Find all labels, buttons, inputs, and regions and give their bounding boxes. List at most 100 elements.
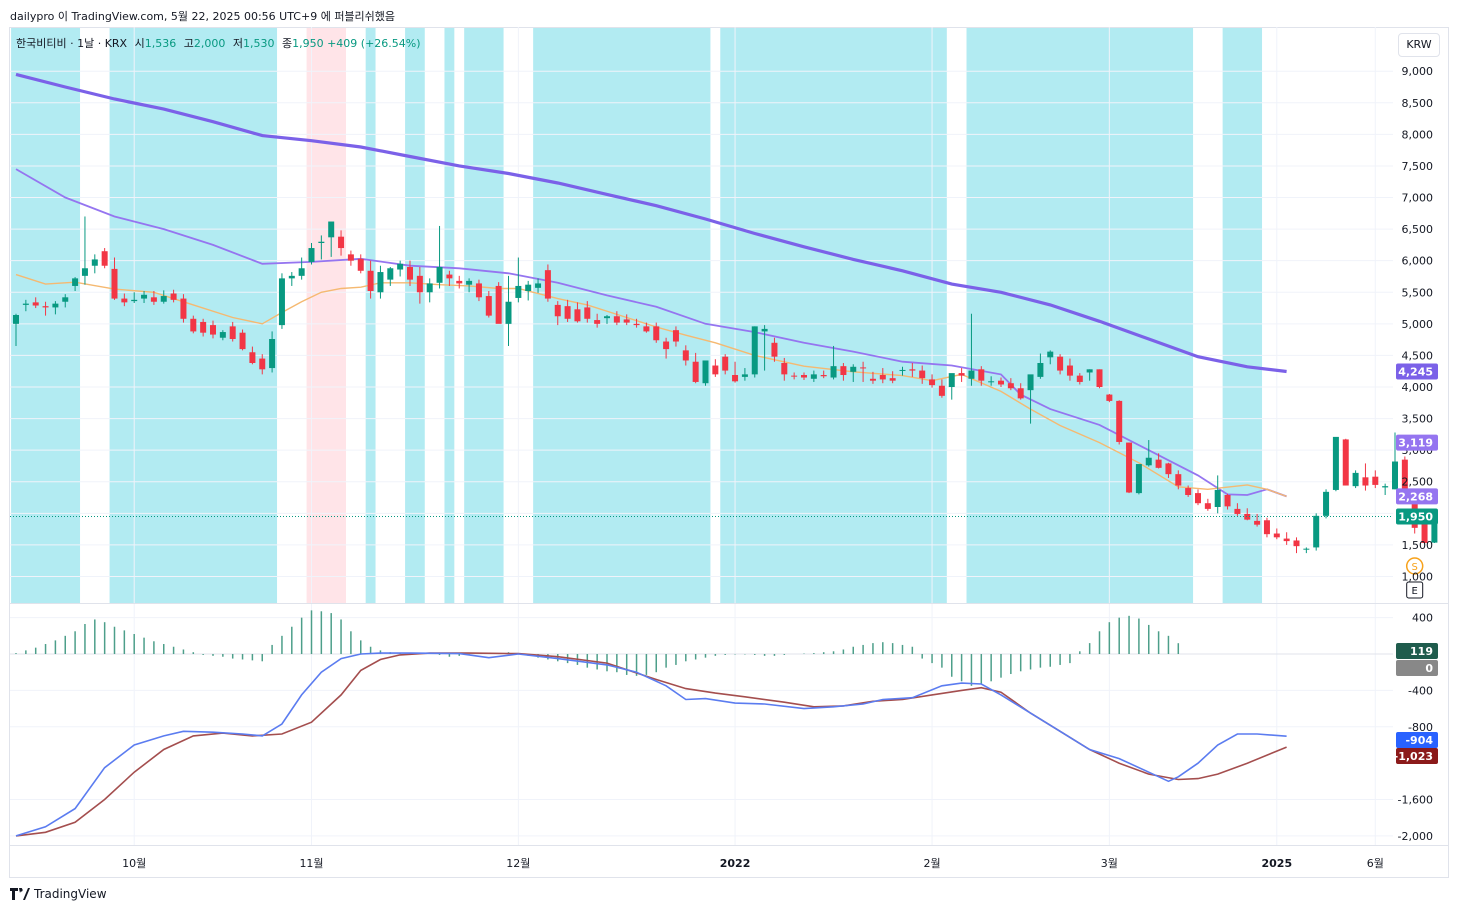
candle-body bbox=[741, 374, 748, 377]
candle-body bbox=[1254, 520, 1261, 525]
candle-body bbox=[1175, 474, 1182, 486]
candle-body bbox=[1165, 463, 1172, 475]
candle-body bbox=[682, 350, 689, 361]
candle-body bbox=[1106, 394, 1113, 401]
candle-body bbox=[229, 326, 236, 339]
low-value: 1,530 bbox=[242, 37, 275, 50]
candle-body bbox=[1273, 533, 1280, 538]
candle-body bbox=[308, 248, 315, 262]
candle-body bbox=[13, 315, 19, 324]
background-band bbox=[365, 28, 376, 603]
candle-body bbox=[1195, 493, 1201, 504]
candle-body bbox=[397, 263, 404, 270]
candle-body bbox=[131, 299, 138, 302]
macd-tick-label: -1,600 bbox=[1398, 794, 1433, 807]
time-tick-label: 12월 bbox=[506, 857, 530, 870]
candle-body bbox=[1027, 374, 1034, 391]
tradingview-logo-icon bbox=[10, 888, 30, 900]
price-tick-label: 4,000 bbox=[1402, 381, 1434, 394]
candle-body bbox=[732, 375, 739, 382]
candle-body bbox=[623, 319, 630, 323]
candle-body bbox=[367, 270, 374, 291]
candle-body bbox=[722, 356, 729, 371]
footer-brand[interactable]: TradingView bbox=[34, 887, 107, 901]
ma-long-badge: 4,245 bbox=[1398, 366, 1433, 379]
candle-body bbox=[485, 296, 492, 316]
chart-frame bbox=[9, 27, 1449, 878]
candle-body bbox=[1401, 459, 1408, 491]
candle-body bbox=[604, 316, 610, 319]
candle-body bbox=[554, 304, 561, 317]
candle-body bbox=[938, 385, 945, 396]
price-tick-label: 7,000 bbox=[1402, 192, 1434, 205]
candle-body bbox=[210, 325, 216, 335]
candle-body bbox=[1135, 464, 1142, 494]
candle-body bbox=[446, 274, 453, 279]
candle-body bbox=[692, 361, 699, 382]
close-value: 1,950 bbox=[292, 37, 324, 50]
time-tick-label: 2025 bbox=[1261, 857, 1292, 870]
candle-body bbox=[278, 278, 285, 326]
candle-body bbox=[1185, 488, 1192, 495]
candle-body bbox=[22, 303, 29, 305]
macd-hist-badge: 119 bbox=[1410, 645, 1433, 658]
candle-body bbox=[180, 298, 187, 319]
candle-body bbox=[712, 365, 719, 375]
currency-button[interactable]: KRW bbox=[1398, 33, 1440, 57]
low-label: 저 bbox=[232, 37, 243, 50]
macd-tick-label: -2,000 bbox=[1398, 830, 1433, 843]
macd-zero-badge: 0 bbox=[1425, 662, 1433, 675]
candle-body bbox=[840, 366, 847, 375]
time-tick-label: 11월 bbox=[299, 857, 323, 870]
candle-body bbox=[32, 302, 39, 306]
candle-body bbox=[879, 375, 886, 380]
candle-body bbox=[377, 272, 384, 293]
candle-body bbox=[653, 326, 660, 341]
background-bands bbox=[11, 28, 1263, 603]
candle-body bbox=[909, 369, 916, 371]
candle-body bbox=[170, 293, 177, 300]
symbol-legend: 한국비티비 · 1날 · KRX 시1,536 고2,000 저1,530 종1… bbox=[16, 35, 421, 51]
candle-body bbox=[269, 339, 276, 369]
open-value: 1,536 bbox=[144, 37, 177, 50]
candle-body bbox=[1204, 503, 1211, 509]
time-tick-label: 6월 bbox=[1367, 857, 1384, 870]
candle-body bbox=[101, 251, 108, 266]
candle-body bbox=[1342, 439, 1349, 486]
last-price-badge-bg bbox=[1396, 508, 1438, 525]
macd-histogram bbox=[15, 610, 1180, 686]
candle-body bbox=[190, 318, 197, 332]
time-tick-label: 2월 bbox=[923, 857, 940, 870]
candle-body bbox=[150, 297, 157, 302]
candle-body bbox=[820, 375, 827, 377]
candle-body bbox=[1293, 540, 1300, 547]
candle-body bbox=[1263, 520, 1270, 535]
candle-body bbox=[1096, 369, 1103, 387]
ma_long-line bbox=[15, 72, 1287, 374]
open-label: 시 bbox=[134, 37, 145, 50]
candle-body bbox=[810, 374, 817, 379]
ma-short-badge: 2,268 bbox=[1398, 490, 1433, 503]
price-tick-label: 5,500 bbox=[1402, 286, 1434, 299]
candle-body bbox=[1037, 363, 1044, 377]
candle-body bbox=[1392, 461, 1398, 490]
candle-body bbox=[259, 358, 266, 370]
candle-body bbox=[1352, 472, 1359, 487]
candle-body bbox=[958, 373, 965, 376]
candle-body bbox=[988, 381, 995, 383]
candle-body bbox=[505, 301, 512, 324]
candle-body bbox=[121, 298, 128, 303]
candle-body bbox=[899, 369, 906, 371]
ma-mid-badge-bg bbox=[1396, 434, 1438, 451]
high-label: 고 bbox=[183, 37, 194, 50]
macd-line bbox=[15, 652, 1287, 837]
symbol-name[interactable]: 한국비티비 · 1날 · KRX bbox=[16, 37, 128, 50]
candle-body bbox=[1234, 508, 1241, 514]
candle-body bbox=[1214, 489, 1221, 507]
candle-body bbox=[968, 370, 975, 379]
candle-body bbox=[318, 241, 325, 243]
macd-signal-badge-bg bbox=[1396, 748, 1438, 764]
candle-body bbox=[52, 303, 59, 308]
time-tick-label: 10월 bbox=[122, 857, 146, 870]
